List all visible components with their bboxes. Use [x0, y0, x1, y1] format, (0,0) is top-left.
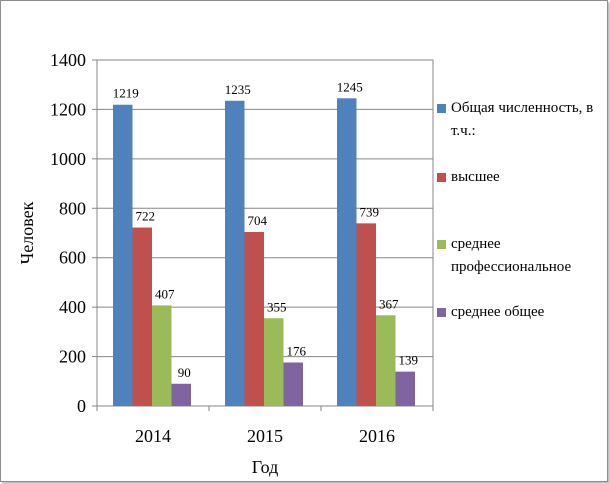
bar [171, 383, 191, 406]
legend-label: среднее общее [451, 304, 545, 320]
legend-label: среднее профессиональное [451, 236, 572, 275]
bar [395, 371, 415, 406]
legend-item-total: Общая численность, в т.ч.: [437, 97, 607, 143]
data-label: 704 [248, 213, 268, 228]
x-tick-label: 2016 [359, 426, 395, 446]
data-label: 367 [379, 296, 399, 311]
legend-label: высшее [451, 169, 500, 185]
y-tick-label: 1200 [50, 99, 86, 119]
data-label: 139 [399, 353, 419, 368]
y-tick-label: 0 [77, 396, 86, 416]
legend-item-general: среднее общее [437, 301, 607, 324]
legend-swatch [437, 104, 446, 113]
y-tick-label: 200 [59, 347, 86, 367]
data-label: 1245 [337, 79, 363, 94]
data-label: 1235 [225, 82, 251, 97]
data-label: 722 [136, 209, 156, 224]
bar [337, 98, 357, 407]
bar [264, 318, 284, 406]
x-tick-label: 2015 [247, 426, 283, 446]
y-tick-label: 400 [59, 297, 86, 317]
bar [113, 104, 133, 407]
y-axis-title: Человек [17, 201, 37, 264]
y-tick-label: 800 [59, 198, 86, 218]
bar [283, 362, 303, 406]
y-tick-label: 1400 [50, 50, 86, 70]
data-label: 176 [287, 344, 307, 359]
y-tick-label: 600 [59, 248, 86, 268]
data-label: 90 [178, 365, 191, 380]
legend-label: Общая численность, в т.ч.: [451, 100, 594, 139]
data-label: 407 [155, 286, 175, 301]
bar [356, 223, 376, 406]
legend-swatch [437, 173, 446, 182]
legend-item-vocational: среднее профессиональное [437, 233, 607, 279]
data-label: 739 [360, 204, 380, 219]
legend-swatch [437, 240, 446, 249]
bar [225, 100, 245, 407]
bar [132, 227, 152, 406]
legend-item-higher: высшее [437, 166, 607, 189]
x-axis-title: Год [252, 457, 278, 477]
legend-swatch [437, 308, 446, 317]
data-label: 1219 [113, 86, 139, 101]
bar [376, 315, 396, 406]
y-tick-label: 1000 [50, 149, 86, 169]
bar [244, 232, 264, 406]
x-tick-label: 2014 [135, 426, 171, 446]
data-label: 355 [267, 299, 287, 314]
bar [152, 305, 172, 406]
